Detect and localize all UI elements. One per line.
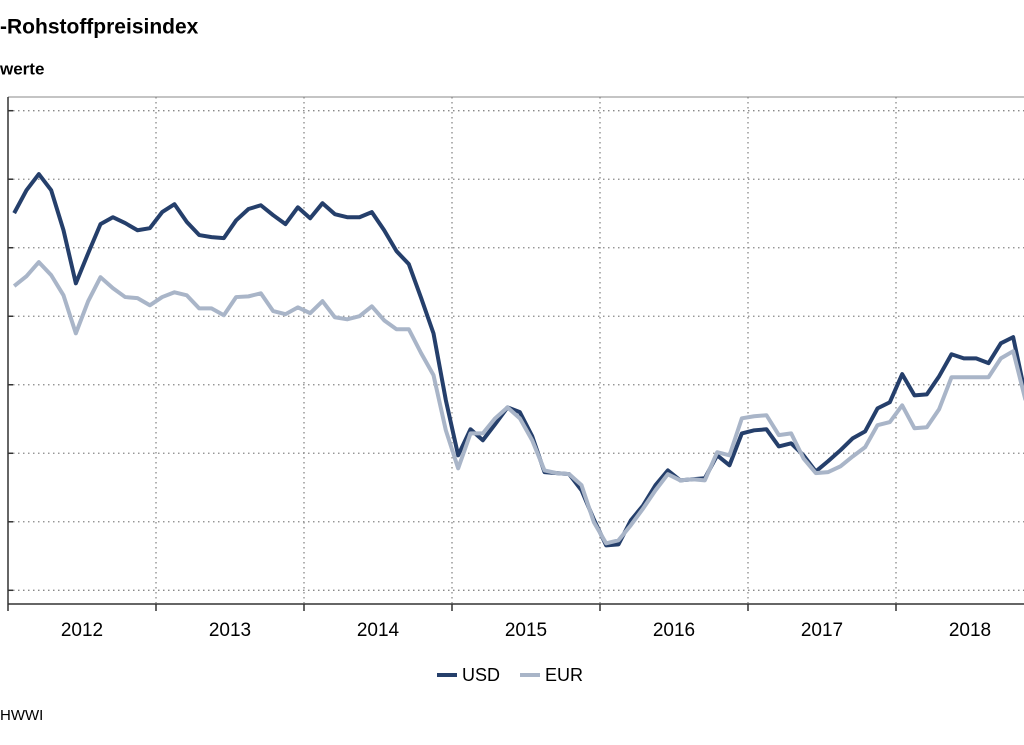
series-line <box>12 260 1024 546</box>
x-tick-label: 2013 <box>209 620 251 641</box>
source: HWWI <box>0 707 43 724</box>
x-tick-label: 2015 <box>505 620 547 641</box>
x-tick-label: 2016 <box>653 620 695 641</box>
x-tick-label: 2018 <box>949 620 991 641</box>
chart-title: -Rohstoffpreisindex <box>0 16 199 39</box>
x-tick-label: 2017 <box>801 620 843 641</box>
plot-lines <box>12 172 1024 548</box>
series-line <box>12 172 1024 548</box>
x-tick-label: 2014 <box>357 620 400 641</box>
x-tick-label: 2012 <box>61 620 103 641</box>
legend-label: USD <box>462 665 500 685</box>
chart-subtitle: werte <box>0 59 44 78</box>
legend-label: EUR <box>545 665 583 685</box>
